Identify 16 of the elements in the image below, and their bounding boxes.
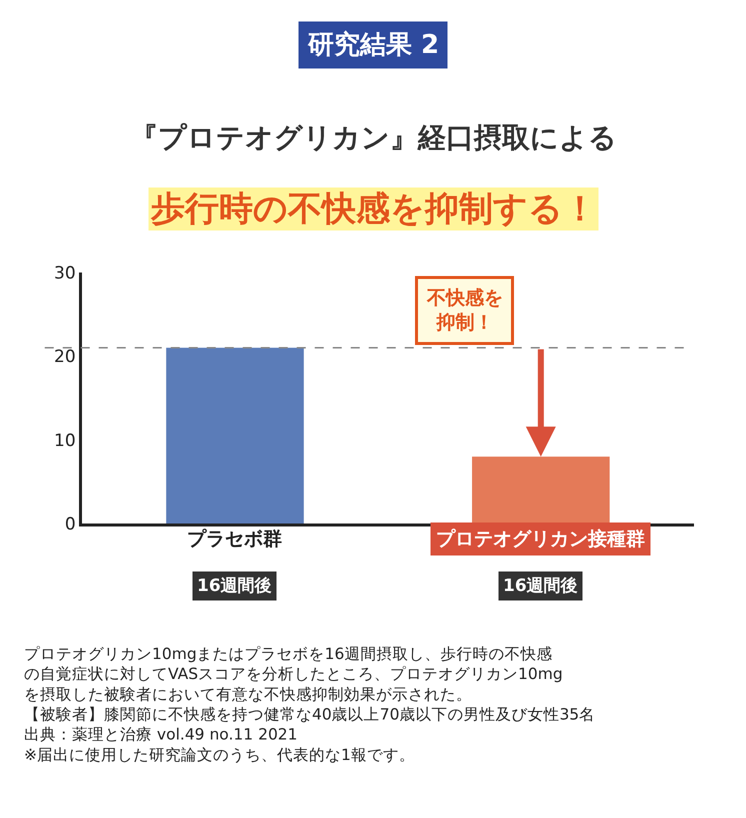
chart-title: 研究結果 2 bbox=[307, 30, 440, 60]
y-tick-label: 30 bbox=[54, 263, 76, 284]
annotation: 不快感を抑制！ bbox=[426, 287, 503, 334]
text: ※届出に使用した研究論文のうち、代表的な1報です。 bbox=[24, 746, 415, 764]
y-tick-label: 10 bbox=[54, 430, 76, 451]
source-note: 出典：薬理と治療 vol.49 no.11 2021 bbox=[24, 726, 298, 744]
text: プロテオグリカン10mgまたはプラセボを16週間摂取し、歩行時の不快感の自覚症状に対してVASスコアを分析したところ、プロテオグリカン10mgを摂取した被験者において有意な不快感抑制効果が示された。 bbox=[24, 645, 563, 704]
y-tick-label: 20 bbox=[54, 347, 76, 368]
x-tick-label: プロテオグリカン接種群 bbox=[436, 528, 645, 550]
x-tick-label: プラセボ群 bbox=[187, 528, 282, 550]
text: 【被験者】膝関節に不快感を持つ健常な40歳以上70歳以下の男性及び女性35名 bbox=[24, 705, 596, 724]
text: 16週間後 bbox=[197, 576, 272, 596]
chart-subtitle: 『プロテオグリカン』経口摂取による bbox=[130, 121, 617, 154]
text: 16週間後 bbox=[503, 576, 578, 596]
y-tick-label: 0 bbox=[64, 514, 76, 535]
text: 歩行時の不快感を抑制する！ bbox=[150, 189, 597, 229]
